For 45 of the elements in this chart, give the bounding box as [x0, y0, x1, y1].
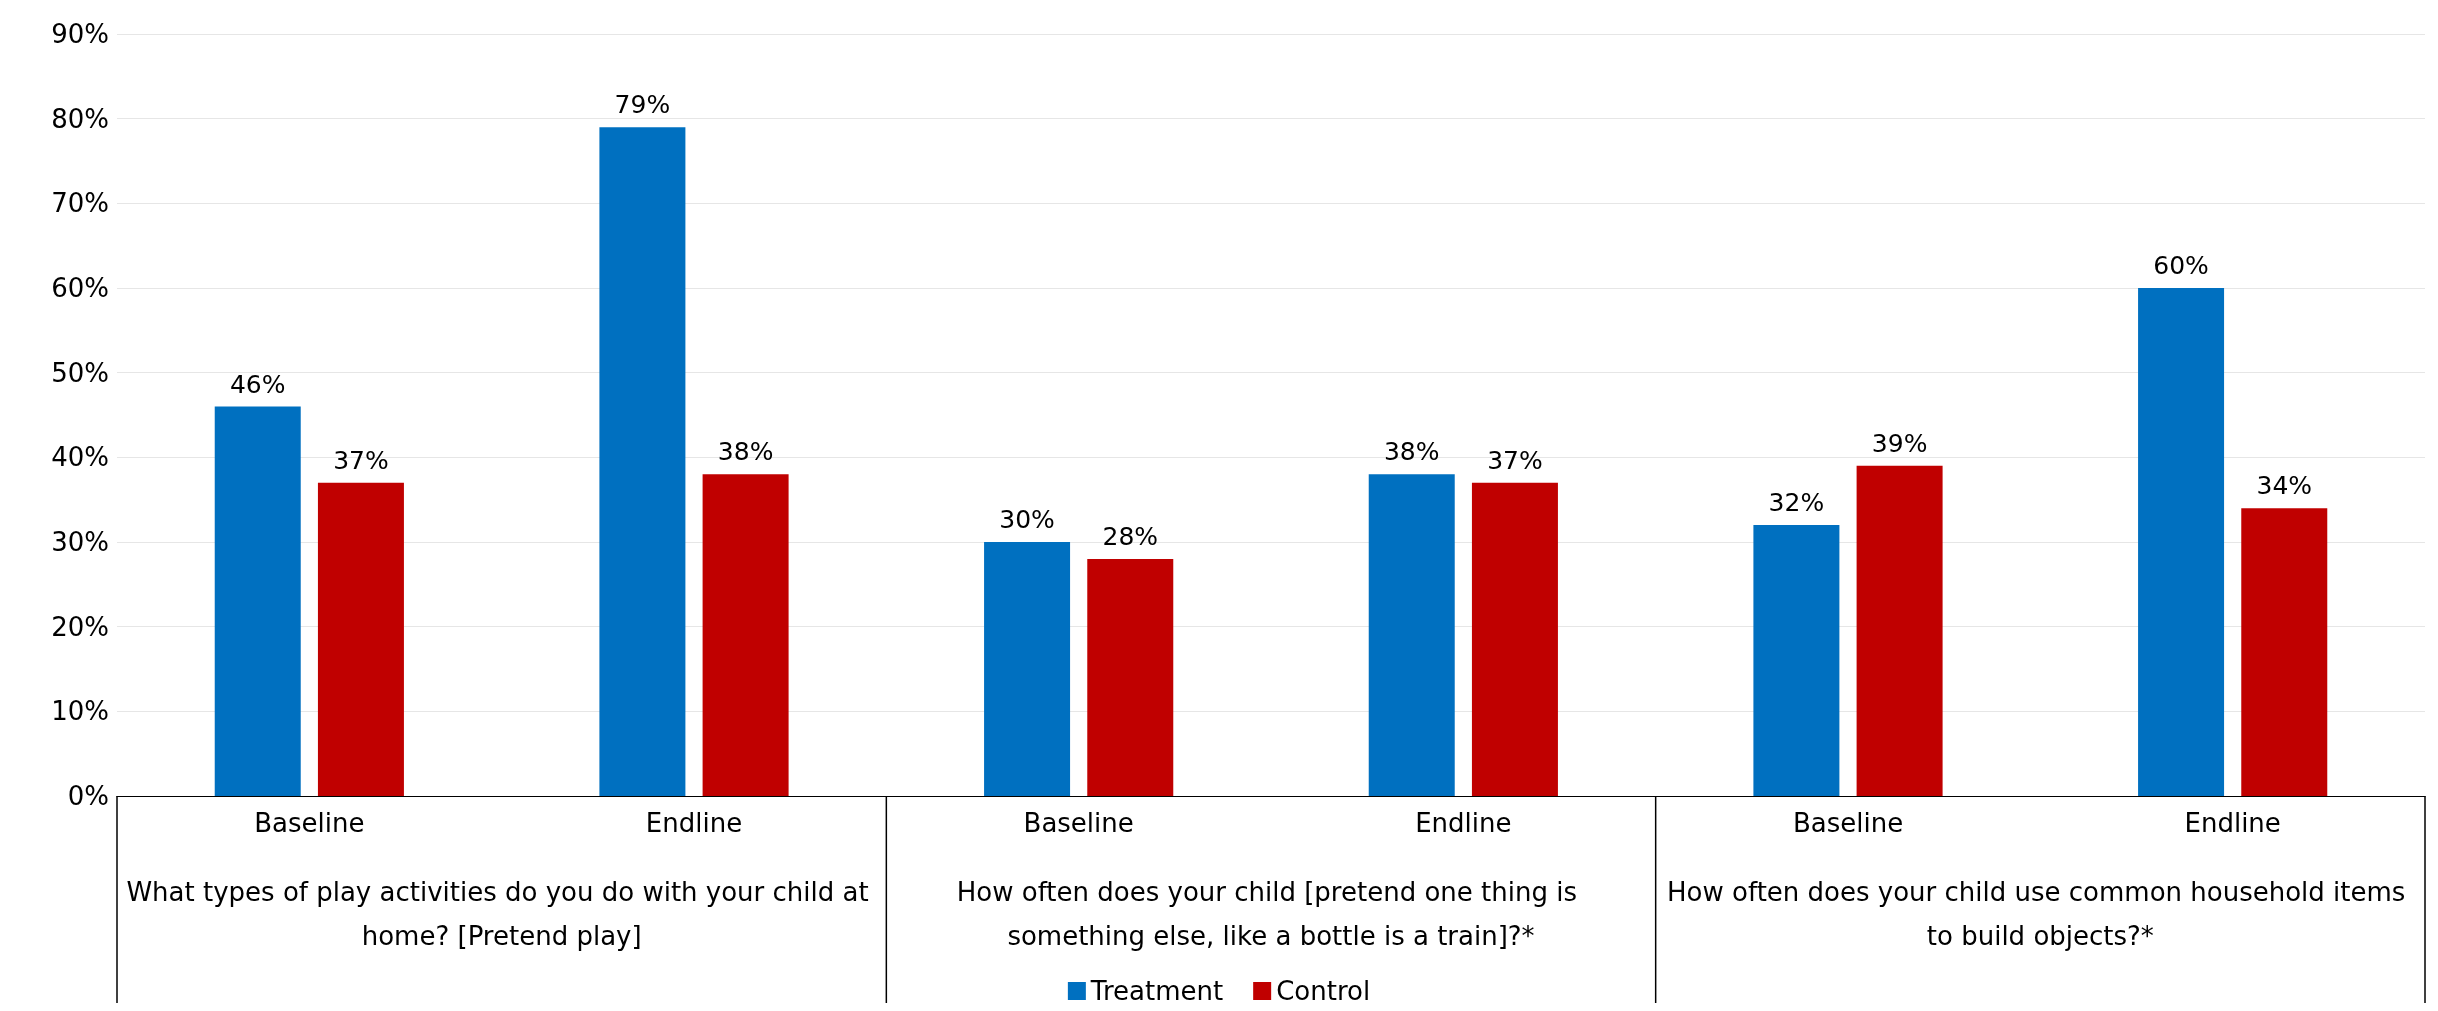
bar [599, 127, 686, 796]
data-label: 46% [229, 369, 286, 399]
text: How often does your child [pretend one thing is something else, like a bottle is a train]?* [956, 877, 1586, 951]
data-label: 79% [614, 90, 671, 120]
data-label: 60% [2153, 251, 2209, 280]
y-tick-label: 60% [51, 273, 109, 303]
data-label: 37% [1487, 445, 1543, 475]
x-tick-label: Endline [2184, 808, 2281, 838]
x-tick-label: Endline [1415, 808, 1512, 838]
legend-label: Control [1276, 976, 1371, 1006]
bar [317, 482, 404, 796]
data-label: 32% [1768, 488, 1825, 518]
x-tick-label: Endline [645, 808, 743, 838]
bar [2138, 288, 2225, 796]
bar [214, 406, 301, 796]
data-label: 30% [999, 505, 1055, 534]
legend-label: Treatment [1089, 976, 1224, 1006]
bar [1753, 525, 1840, 796]
y-tick-label: 10% [51, 696, 109, 727]
y-tick-label: 40% [51, 442, 109, 473]
x-tick-label: Baseline [254, 808, 365, 838]
text: How often does your child use common household items to build objects?* [1667, 877, 2414, 951]
bar [984, 542, 1071, 796]
data-label: 28% [1102, 521, 1159, 551]
y-tick-label: 70% [51, 188, 109, 219]
bar [2241, 508, 2328, 796]
data-label: 34% [2256, 471, 2313, 501]
x-tick-label: Baseline [1792, 808, 1904, 838]
x-tick-label: Baseline [1023, 808, 1134, 838]
data-label: 38% [1383, 437, 1440, 467]
y-tick-label: 80% [51, 103, 109, 134]
bar [1471, 482, 1558, 796]
bar [702, 474, 789, 796]
bar [1368, 474, 1455, 796]
bar [1087, 558, 1174, 796]
bar [1856, 465, 1943, 796]
data-label: 37% [333, 445, 389, 475]
data-label: 39% [1871, 428, 1928, 458]
y-tick-label: 50% [51, 357, 109, 388]
data-label: 38% [717, 437, 774, 467]
y-tick-label: 20% [51, 611, 109, 642]
y-tick-label: 0% [67, 781, 109, 811]
text: What types of play activities do you do with your child at home? [Pretend play] [126, 877, 877, 951]
y-tick-label: 90% [51, 19, 109, 49]
y-tick-label: 30% [51, 527, 109, 557]
